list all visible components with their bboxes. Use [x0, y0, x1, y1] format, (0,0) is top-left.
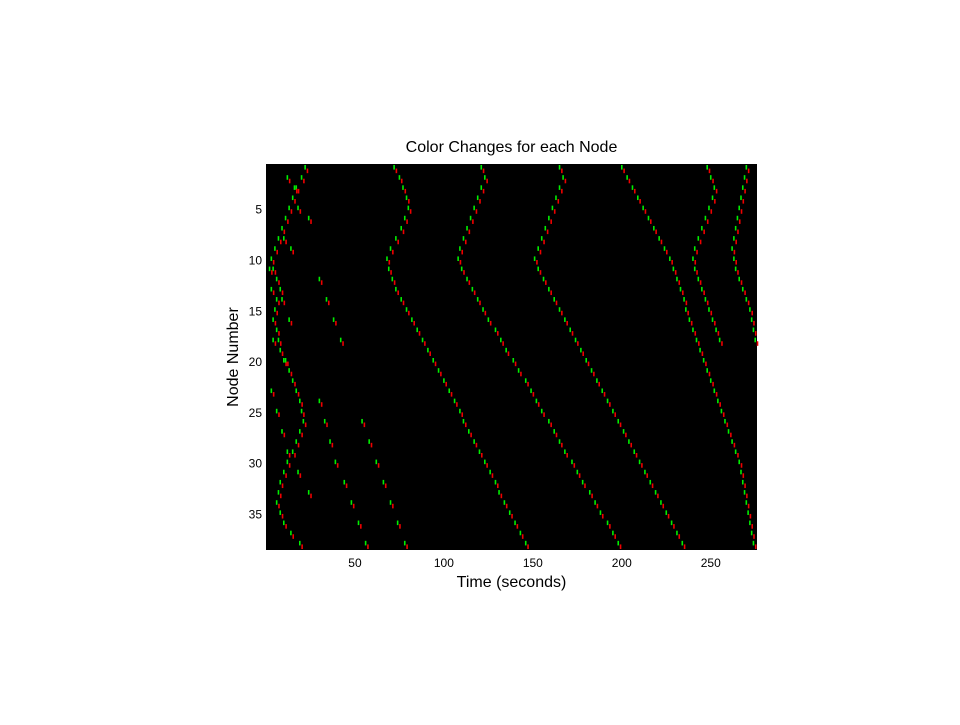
chart-title: Color Changes for each Node — [406, 139, 618, 156]
y-tick-label-15: 15 — [249, 304, 263, 318]
x-tick-label-250: 250 — [701, 556, 721, 570]
y-axis-ticks: 5 10 15 20 25 30 35 — [249, 203, 263, 522]
y-tick-label-30: 30 — [249, 457, 263, 471]
x-tick-label-150: 150 — [523, 556, 543, 570]
y-tick-label-35: 35 — [249, 507, 263, 521]
x-tick-label-100: 100 — [434, 556, 454, 570]
y-tick-label-25: 25 — [249, 406, 263, 420]
x-tick-label-200: 200 — [612, 556, 632, 570]
marks-layer — [268, 165, 759, 549]
y-axis-label: Node Number — [225, 307, 242, 407]
y-tick-label-20: 20 — [249, 355, 263, 369]
y-tick-label-5: 5 — [255, 203, 262, 217]
y-tick-label-10: 10 — [249, 254, 263, 268]
plot-area — [266, 164, 757, 550]
x-axis-ticks: 50 100 150 200 250 — [348, 556, 721, 570]
x-axis-label: Time (seconds) — [457, 574, 567, 591]
x-tick-label-50: 50 — [348, 556, 362, 570]
